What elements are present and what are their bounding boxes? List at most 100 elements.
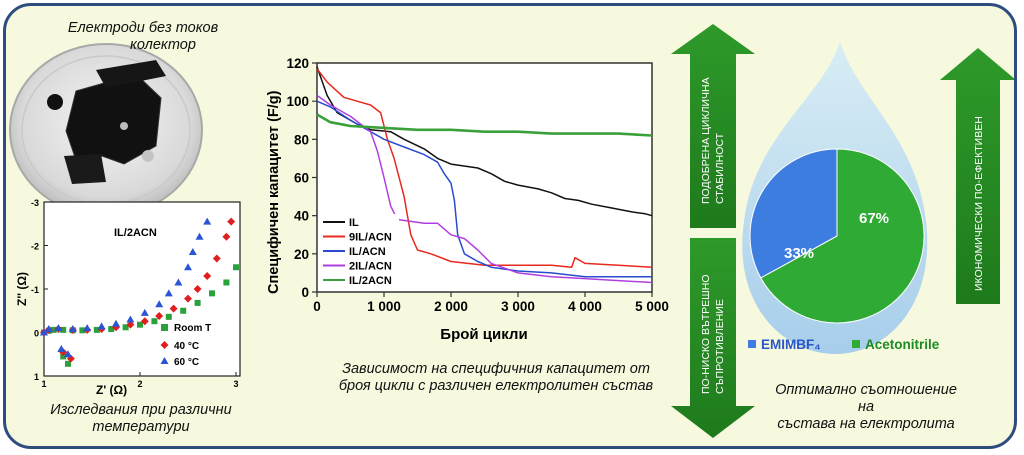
chart-series <box>316 66 653 284</box>
nyquist-x-tick-label: 3 <box>233 379 238 389</box>
pie-pct-emim: 33% <box>784 245 814 262</box>
nyquist-point-60c <box>112 319 120 327</box>
petri-caption: Електроди без токов колектор <box>58 20 228 54</box>
y-tick-label: 80 <box>294 132 309 147</box>
nyquist-y-tick-label: -2 <box>31 242 39 252</box>
nyquist-y-tick-label: -1 <box>31 285 39 295</box>
nyquist-point-60c <box>40 328 48 336</box>
abstract-canvas: -3 -2 -1 0 11 2 3 Room T 40 °C 60 °C IL/2ACN Z… <box>6 24 1014 438</box>
pie-legend: EMIMBF₄ Acetonitrile <box>748 337 940 352</box>
pie-legend-label-emim: EMIMBF₄ <box>761 337 821 352</box>
legend-label: IL <box>349 217 359 229</box>
pie-legend-marker-acn <box>852 340 860 348</box>
nyquist-plot-area <box>43 201 241 377</box>
series-line-9il-acn <box>316 68 653 268</box>
chart-caption: Зависимост на специфичния капацитет от б… <box>331 361 661 395</box>
electrode-piece-strip <box>96 60 166 88</box>
nyquist-point-room-t <box>50 326 57 333</box>
petri-caption-line2: колектор <box>130 37 196 53</box>
x-tick-label: 4 000 <box>568 299 602 314</box>
nyquist-point-room-t <box>65 360 71 367</box>
capacitance-chart: 0 1 000 2 000 3 000 4 000 5 000 0 20 40 60 80 100 12… <box>266 56 669 343</box>
nyquist-point-room-t <box>165 313 172 320</box>
nyquist-point-40c <box>222 232 231 241</box>
nyquist-point-60c <box>83 324 92 332</box>
nyquist-caption: Изследвания при различни температури <box>26 402 256 436</box>
arrow-down-label-line2: СЪПРОТИВЛЕНИЕ <box>714 299 726 394</box>
nyquist-point-40c <box>193 285 202 293</box>
y-tick-label: 120 <box>286 56 309 71</box>
arrow-down-label-line1: ПО-НИСКО ВЪТРЕШНО <box>700 274 712 394</box>
x-tick-label: 5 000 <box>635 299 669 314</box>
legend-label: 9IL/ACN <box>349 232 392 244</box>
nyquist-x-tick-label: 2 <box>137 379 142 389</box>
nyquist-point-60c <box>203 217 212 225</box>
nyquist-ylabel: Z'' (Ω) <box>15 272 29 306</box>
electrode-piece-small <box>64 154 106 184</box>
nyquist-point-60c <box>57 345 66 353</box>
nyquist-point-room-t <box>108 326 115 333</box>
nyquist-point-40c <box>140 317 149 326</box>
legend-label: IL/ACN <box>349 246 386 258</box>
nyquist-point-60c <box>64 350 72 358</box>
legend-marker-room-t <box>161 324 168 331</box>
nyquist-caption-line2: температури <box>92 419 190 435</box>
y-tick-label: 40 <box>294 209 309 224</box>
nyquist-point-60c <box>140 308 149 316</box>
series-line-2il-acn <box>316 94 653 284</box>
pie-caption: Оптимално съотношение на състава на елек… <box>766 382 966 433</box>
nyquist-point-room-t <box>93 326 100 333</box>
arrow-cost-effective: ИКОНОМИЧЕСКИ ПО-ЕФЕКТИВЕН <box>940 48 1014 304</box>
nyquist-point-60c <box>174 278 183 286</box>
pie-pct-acn: 67% <box>859 210 889 227</box>
electrode-disc <box>47 94 63 110</box>
nyquist-plot: -3 -2 -1 0 11 2 3 Room T 40 °C 60 °C IL/2ACN Z… <box>15 198 241 397</box>
nyquist-point-room-t <box>233 264 239 271</box>
nyquist-point-60c <box>155 300 164 308</box>
series-line-il-2acn <box>316 113 653 137</box>
legend-label-60c: 60 °C <box>174 357 199 368</box>
series-line-il-acn <box>316 100 652 278</box>
petri-dish-photo <box>6 36 206 217</box>
nyquist-point-room-t <box>122 324 129 331</box>
y-tick-label: 100 <box>286 94 309 109</box>
pie-caption-line2: състава на електролита <box>777 416 955 432</box>
nyquist-point-room-t <box>209 290 215 297</box>
legend-label: 2IL/ACN <box>349 261 392 273</box>
nyquist-point-40c <box>227 217 236 226</box>
y-tick-label: 0 <box>301 285 309 300</box>
chart-axes: 0 1 000 2 000 3 000 4 000 5 000 0 20 40 60 80 100 12… <box>286 56 668 314</box>
nyquist-point-60c <box>44 325 53 333</box>
nyquist-point-60c <box>54 324 63 332</box>
nyquist-point-60c <box>164 289 173 297</box>
legend-label-room-t: Room T <box>174 323 211 334</box>
nyquist-point-room-t <box>180 307 187 314</box>
legend-label: IL/2ACN <box>349 275 392 287</box>
nyquist-x-tick-label: 1 <box>41 379 46 389</box>
y-tick-label: 20 <box>294 247 309 262</box>
y-tick-label: 60 <box>294 171 309 186</box>
nyquist-y-tick-label: 1 <box>34 372 39 382</box>
legend-marker-40c <box>160 341 169 349</box>
nyquist-caption-line1: Изследвания при различни <box>50 402 232 418</box>
pie-slice-emimbf4 <box>749 148 838 279</box>
pie-legend-marker-emim <box>748 340 756 348</box>
nyquist-point-60c <box>68 325 77 333</box>
nyquist-point-40c <box>169 304 178 313</box>
chart-legend: IL 9IL/ACN IL/ACN 2IL/ACN IL/2ACN <box>319 214 399 290</box>
legend-marker-60c <box>160 357 169 364</box>
electrode-piece-large <box>65 73 162 167</box>
arrow-lower-resistance: ПО-НИСКО ВЪТРЕШНО СЪПРОТИВЛЕНИЕ <box>671 238 755 438</box>
pie-legend-label-acn: Acetonitrile <box>865 337 940 352</box>
nyquist-point-room-t <box>223 279 230 286</box>
nyquist-markers <box>40 217 239 367</box>
nyquist-point-room-t <box>137 321 143 328</box>
nyquist-point-room-t <box>79 327 86 334</box>
nyquist-point-60c <box>195 232 204 240</box>
petri-caption-line1: Електроди без токов <box>67 20 219 36</box>
nyquist-point-room-t <box>60 353 67 360</box>
pie-slice-acetonitrile <box>760 148 925 324</box>
chart-caption-line1: Зависимост на специфичния капацитет от <box>342 361 650 377</box>
composition-pie <box>749 148 925 324</box>
legend-label-40c: 40 °C <box>174 341 199 352</box>
